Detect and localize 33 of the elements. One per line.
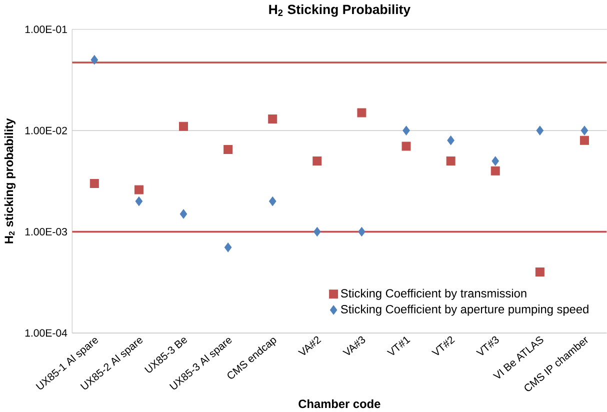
point — [268, 114, 278, 124]
y-tick-label: 1.00E-02 — [25, 126, 67, 134]
point — [224, 144, 233, 154]
point — [447, 135, 454, 145]
point — [135, 196, 143, 206]
point — [268, 196, 276, 206]
point — [446, 156, 456, 166]
point — [490, 166, 500, 176]
legend-label: Sticking Coefficient by transmission — [340, 288, 526, 300]
y-tick-label: 1.00E-04 — [25, 329, 68, 336]
x-axis-title: Chamber code — [298, 399, 380, 408]
point — [358, 226, 366, 236]
legend-label: Sticking Coefficient by aperture pumping speed — [340, 304, 588, 316]
point — [492, 156, 499, 166]
point — [536, 126, 544, 136]
y-tick-label: 1.00E-03 — [25, 228, 67, 236]
y-tick-label: 1.00E-01 — [25, 25, 67, 33]
point — [580, 126, 588, 136]
point — [357, 108, 366, 118]
point — [402, 126, 410, 136]
point — [314, 226, 321, 236]
point — [90, 178, 99, 188]
point — [134, 185, 144, 194]
point — [402, 142, 411, 151]
y-axis-title: H$_{2}$ sticking probability — [4, 118, 16, 244]
point — [179, 122, 188, 131]
point — [580, 136, 589, 145]
point — [224, 242, 232, 252]
point — [312, 156, 322, 166]
point — [535, 267, 544, 276]
chart-title: H$_{2}$ Sticking Probability — [269, 4, 410, 17]
point — [180, 208, 188, 218]
point — [90, 54, 98, 64]
